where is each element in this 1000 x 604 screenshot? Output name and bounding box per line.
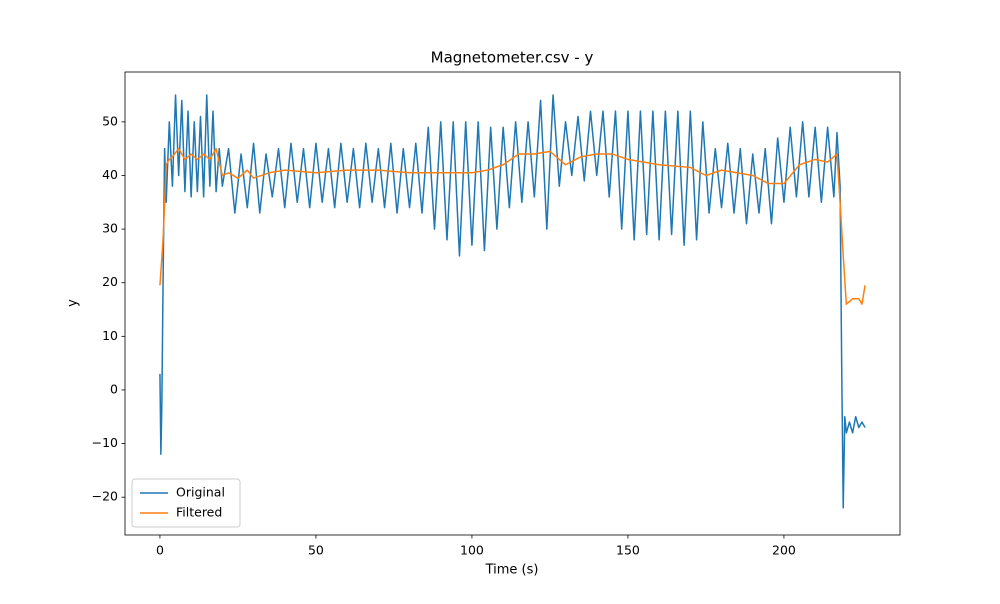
axes-frame: [124, 71, 901, 536]
y-tick-label: 20: [102, 274, 118, 289]
y-tick-label: 40: [102, 167, 118, 182]
chart-title: Magnetometer.csv - y: [431, 49, 594, 67]
y-tick-label: 10: [102, 328, 118, 343]
y-tick-label: −20: [92, 489, 118, 504]
x-tick-label: 150: [616, 543, 640, 558]
x-axis-label: Time (s): [485, 563, 539, 578]
series-line: [159, 147, 866, 305]
y-tick-label: 50: [102, 113, 118, 128]
legend-label: Original: [176, 485, 225, 500]
legend-box: [131, 478, 241, 528]
x-tick-label: 100: [460, 543, 484, 558]
x-tick-label: 50: [308, 543, 324, 558]
y-axis-label: y: [66, 299, 81, 307]
legend-label: Filtered: [176, 505, 222, 520]
y-tick-label: 0: [110, 381, 118, 396]
x-tick-label: 0: [156, 543, 164, 558]
y-tick-label: 30: [102, 221, 118, 236]
y-tick-label: −10: [92, 435, 118, 450]
x-tick-label: 200: [772, 543, 796, 558]
series-line: [159, 94, 866, 509]
